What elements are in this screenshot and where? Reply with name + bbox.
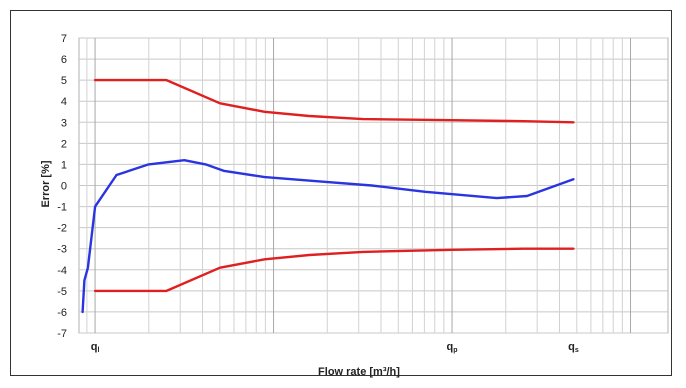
y-tick-label: -1 xyxy=(57,202,67,214)
y-tick-label: 0 xyxy=(61,181,67,193)
y-tick-label: -2 xyxy=(57,223,67,235)
y-tick-label: 1 xyxy=(61,159,67,171)
y-tick-label: 5 xyxy=(61,75,67,87)
y-tick-label: -7 xyxy=(57,328,67,340)
x-tick-label: qp xyxy=(447,341,458,354)
y-tick-label: 3 xyxy=(61,117,67,129)
y-axis-title: Error [%] xyxy=(40,160,52,207)
series-line-2 xyxy=(93,247,575,293)
x-axis-title: Flow rate [m³/h] xyxy=(318,366,400,378)
y-tick-label: 4 xyxy=(61,96,67,108)
series-line-1 xyxy=(93,78,575,124)
series-line-3 xyxy=(81,158,575,314)
x-tick-label: qs xyxy=(568,341,579,354)
y-tick-label: -4 xyxy=(57,265,67,277)
y-tick-label: 7 xyxy=(61,33,67,45)
x-tick-label: ql xyxy=(91,341,100,354)
y-tick-label: 2 xyxy=(61,138,67,150)
x-axis-ticks: ql qp qs xyxy=(91,341,579,354)
y-tick-label: -6 xyxy=(57,307,67,319)
y-tick-label: -5 xyxy=(57,286,67,298)
y-tick-label: -3 xyxy=(57,244,67,256)
y-axis-ticks: -7 -6 -5 -4 -3 -2 -1 0 1 2 3 4 5 6 7 xyxy=(57,33,67,340)
y-tick-label: 6 xyxy=(61,54,67,66)
series-layer xyxy=(81,78,575,314)
